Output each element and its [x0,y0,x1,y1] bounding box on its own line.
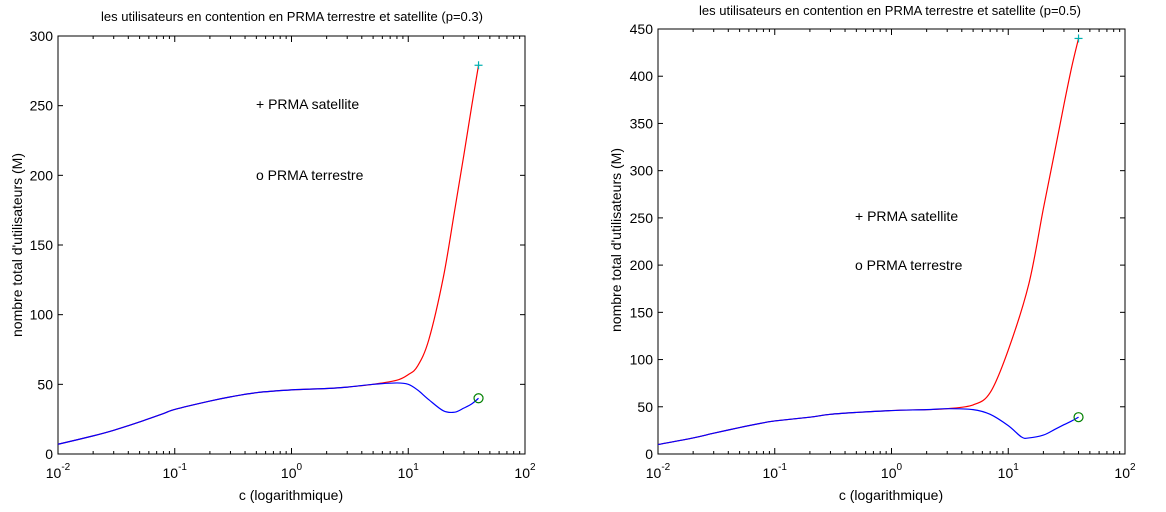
y-ticks: 0 50 100 150 200 250 300 350 400 450 [630,21,1125,462]
y-tick-label: 50 [637,399,653,415]
y-tick-label: 0 [45,446,53,462]
x-tick-label: 10-1 [163,462,188,481]
chart-title: les utilisateurs en contention en PRMA t… [101,9,483,24]
x-tick-label: 101 [998,462,1020,481]
series-line-terrestre [657,408,1079,446]
plot-area [57,35,526,455]
y-tick-label: 300 [630,163,654,179]
chart-left: les utilisateurs en contention en PRMA t… [9,9,536,503]
series-lines [657,38,1080,446]
x-ticks: 10-2 10-1 100 101 102 [646,29,1136,481]
x-tick-label: 102 [514,462,536,481]
legend-terrestre: o PRMA terrestre [855,257,963,273]
series-markers [473,61,484,404]
marker-circle [473,393,484,404]
y-tick-label: 150 [630,304,654,320]
series-line-terrestre [57,382,479,445]
y-tick-label: 400 [630,68,654,84]
x-axis-label: c (logarithmique) [839,487,943,503]
y-axis-label: nombre total d'utilisateurs (M) [608,148,624,332]
y-tick-label: 200 [30,167,54,183]
y-axis-label: nombre total d'utilisateurs (M) [9,153,25,337]
y-tick-label: 450 [630,21,654,37]
x-tick-label: 10-2 [646,462,671,481]
x-tick-label: 100 [881,462,903,481]
x-axis-label: c (logarithmique) [239,487,343,503]
y-tick-label: 50 [37,376,53,392]
legend-satellite: + PRMA satellite [256,96,359,112]
y-tick-label: 100 [30,307,54,323]
legend-satellite: + PRMA satellite [855,208,958,224]
x-tick-label: 102 [1114,462,1136,481]
y-tick-label: 200 [630,257,654,273]
x-tick-label: 101 [398,462,420,481]
y-tick-label: 250 [630,210,654,226]
y-ticks: 0 50 100 150 200 250 300 [30,28,525,462]
series-lines [57,65,480,445]
marker-plus [474,61,483,70]
plot-area [657,28,1126,455]
y-tick-label: 150 [30,237,54,253]
marker-circle [1073,412,1084,423]
legend-terrestre: o PRMA terrestre [256,167,364,183]
y-tick-label: 0 [645,446,653,462]
y-tick-label: 300 [30,28,54,44]
x-ticks: 10-2 10-1 100 101 102 [46,36,536,481]
x-tick-label: 10-1 [763,462,788,481]
y-tick-label: 350 [630,115,654,131]
x-tick-label: 100 [281,462,303,481]
y-tick-label: 100 [630,352,654,368]
chart-title: les utilisateurs en contention en PRMA t… [699,3,1081,18]
chart-right: les utilisateurs en contention en PRMA t… [608,3,1136,503]
marker-plus [1074,34,1083,43]
y-tick-label: 250 [30,98,54,114]
x-tick-label: 10-2 [46,462,71,481]
series-markers [1073,34,1084,423]
